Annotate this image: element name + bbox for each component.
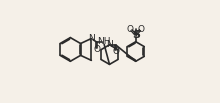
Text: O: O xyxy=(127,25,134,34)
Text: N: N xyxy=(88,34,95,43)
Text: O: O xyxy=(138,25,145,34)
Text: N: N xyxy=(106,40,113,49)
Text: O: O xyxy=(94,45,100,54)
Text: NH: NH xyxy=(97,37,111,46)
Text: O: O xyxy=(112,47,119,56)
Text: S: S xyxy=(132,30,140,40)
